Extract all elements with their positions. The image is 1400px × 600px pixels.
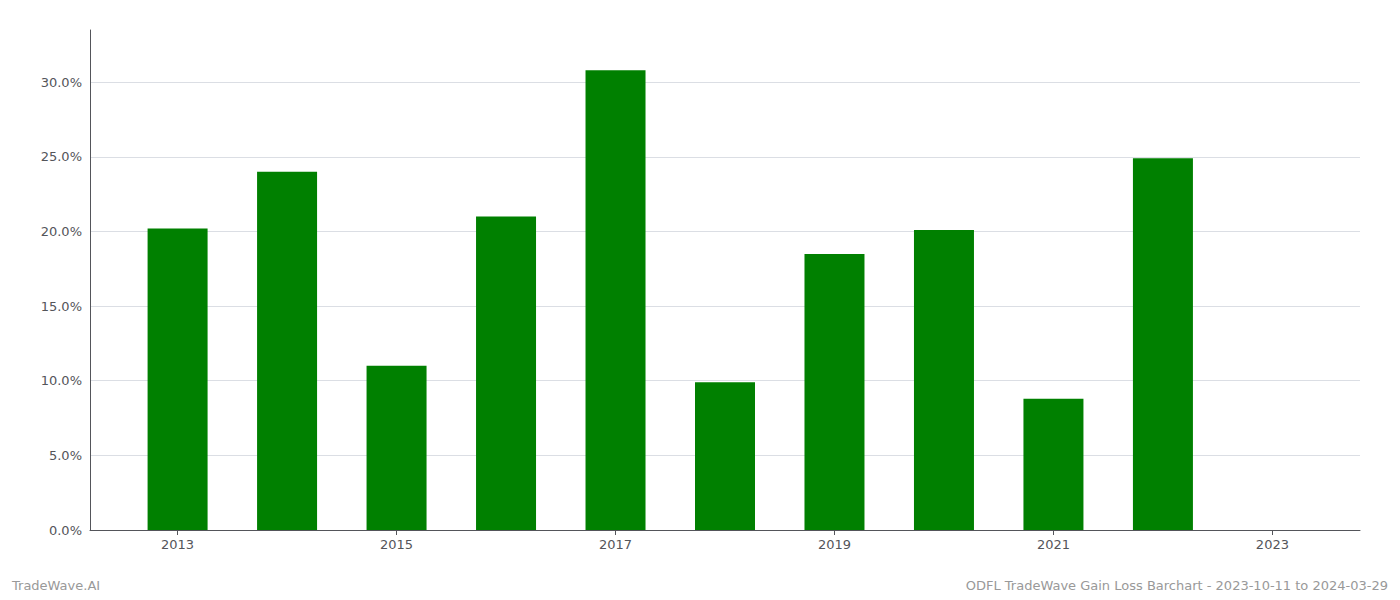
svg-text:30.0%: 30.0% xyxy=(41,75,82,90)
svg-text:0.0%: 0.0% xyxy=(49,523,82,538)
svg-text:10.0%: 10.0% xyxy=(41,373,82,388)
svg-text:2021: 2021 xyxy=(1037,537,1070,552)
svg-text:TradeWave.AI: TradeWave.AI xyxy=(11,578,100,593)
svg-text:ODFL TradeWave Gain Loss Barch: ODFL TradeWave Gain Loss Barchart - 2023… xyxy=(966,578,1388,593)
svg-text:2013: 2013 xyxy=(161,537,194,552)
svg-text:2023: 2023 xyxy=(1256,537,1289,552)
svg-text:5.0%: 5.0% xyxy=(49,448,82,463)
svg-text:2017: 2017 xyxy=(599,537,632,552)
svg-text:15.0%: 15.0% xyxy=(41,299,82,314)
svg-text:2015: 2015 xyxy=(380,537,413,552)
svg-text:2019: 2019 xyxy=(818,537,851,552)
svg-text:20.0%: 20.0% xyxy=(41,224,82,239)
svg-text:25.0%: 25.0% xyxy=(41,149,82,164)
